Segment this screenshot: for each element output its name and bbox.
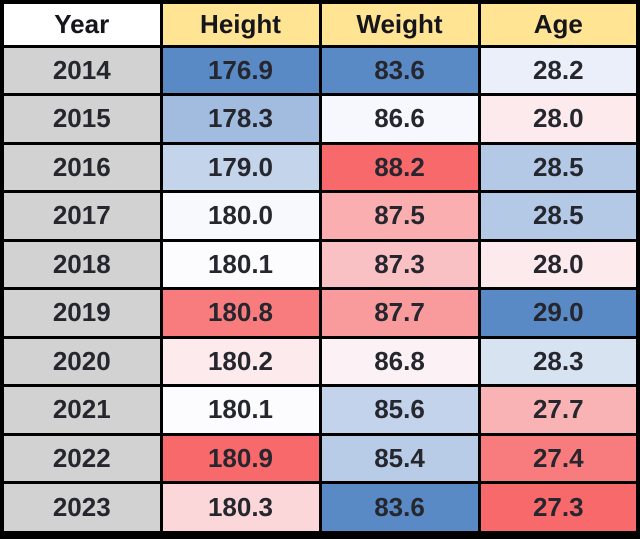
height-cell: 176.9 [159,44,322,97]
age-cell: 28.0 [477,93,640,145]
year-cell: 2015 [0,93,163,145]
weight-cell: 83.6 [318,481,481,537]
table-row: 2021 180.1 85.6 27.7 [0,384,640,436]
height-cell: 180.2 [159,335,322,388]
table-row: 2020 180.2 86.8 28.3 [0,335,640,388]
column-header-height: Height [159,0,322,48]
age-cell: 28.2 [477,44,640,97]
table-row: 2018 180.1 87.3 28.0 [0,238,640,291]
year-cell: 2016 [0,141,163,194]
table-row: 2014 176.9 83.6 28.2 [0,44,640,97]
weight-cell: 83.6 [318,44,481,97]
weight-cell: 86.8 [318,335,481,388]
year-cell: 2019 [0,287,163,339]
table-row: 2015 178.3 86.6 28.0 [0,93,640,145]
year-cell: 2014 [0,44,163,97]
weight-cell: 85.6 [318,384,481,436]
weight-cell: 85.4 [318,432,481,485]
age-cell: 28.5 [477,190,640,242]
header-row: Year Height Weight Age [0,0,640,48]
weight-cell: 87.7 [318,287,481,339]
height-cell: 179.0 [159,141,322,194]
column-header-age: Age [477,0,640,48]
height-cell: 180.3 [159,481,322,537]
age-cell: 27.7 [477,384,640,436]
table-header: Year Height Weight Age [0,0,640,48]
weight-cell: 87.3 [318,238,481,291]
age-cell: 29.0 [477,287,640,339]
height-cell: 180.1 [159,384,322,436]
weight-cell: 86.6 [318,93,481,145]
height-cell: 178.3 [159,93,322,145]
table-row: 2023 180.3 83.6 27.3 [0,481,640,537]
column-header-weight: Weight [318,0,481,48]
year-cell: 2021 [0,384,163,436]
table-row: 2022 180.9 85.4 27.4 [0,432,640,485]
weight-cell: 87.5 [318,190,481,242]
age-cell: 27.4 [477,432,640,485]
year-cell: 2022 [0,432,163,485]
column-header-year: Year [0,0,163,48]
age-cell: 27.3 [477,481,640,537]
height-cell: 180.1 [159,238,322,291]
height-cell: 180.8 [159,287,322,339]
table-row: 2017 180.0 87.5 28.5 [0,190,640,242]
age-cell: 28.5 [477,141,640,194]
year-cell: 2018 [0,238,163,291]
weight-cell: 88.2 [318,141,481,194]
table-row: 2019 180.8 87.7 29.0 [0,287,640,339]
year-cell: 2017 [0,190,163,242]
age-cell: 28.0 [477,238,640,291]
year-cell: 2020 [0,335,163,388]
table-body: 2014 176.9 83.6 28.2 2015 178.3 86.6 28.0 2016 17… [0,44,640,537]
height-cell: 180.0 [159,190,322,242]
height-cell: 180.9 [159,432,322,485]
table-row: 2016 179.0 88.2 28.5 [0,141,640,194]
age-cell: 28.3 [477,335,640,388]
year-cell: 2023 [0,481,163,537]
